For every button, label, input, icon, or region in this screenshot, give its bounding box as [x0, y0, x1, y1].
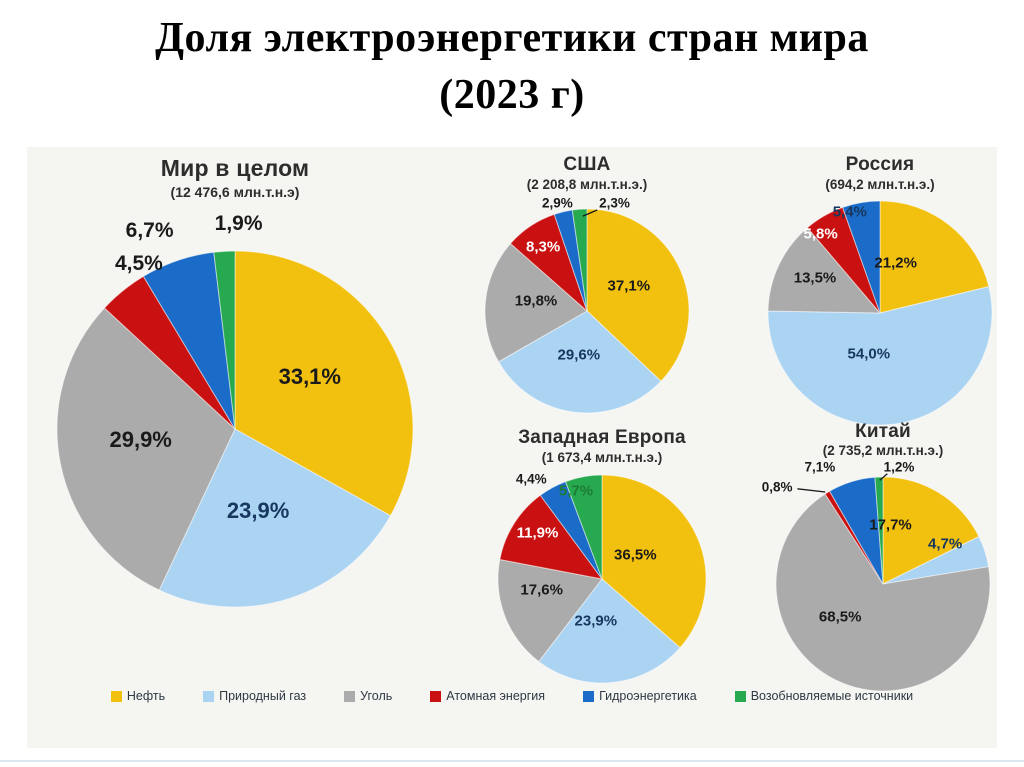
pie-china-slice-coal [775, 493, 991, 692]
slide-title-line2: (2023 г) [439, 72, 585, 118]
label-world-nuclear: 4,5% [114, 251, 163, 275]
label-usa-nuclear: 8,3% [525, 238, 561, 256]
label-world-gas: 23,9% [226, 497, 290, 523]
legend-item-nuclear: Атомная энергия [430, 689, 545, 703]
label-world-renewables: 1,9% [214, 212, 263, 236]
pie-usa-slice-renewables [571, 208, 588, 312]
bottom-divider-line [0, 760, 1024, 762]
pie-world-slice-coal [56, 307, 236, 591]
pie-usa-subtitle: (2 208,8 млн.т.н.э.) [526, 177, 648, 192]
label-europe-renewables: 5,7% [558, 482, 594, 500]
leader-line-china-renewables [879, 473, 888, 481]
slide-title-line1: Доля электроэнергетики стран мира [155, 15, 869, 61]
pie-usa-slice-gas [498, 310, 662, 414]
pie-labels-layer: Мир в целом (12 476,6 млн.т.н.э) 33,1% 23,9… [27, 147, 997, 748]
legend-label-oil: Нефть [126, 689, 166, 703]
pie-world-subtitle: (12 476,6 млн.т.н.э) [170, 184, 300, 200]
label-usa-renewables: 2,3% [599, 195, 630, 211]
legend-label-hydro: Гидроэнергетика [599, 689, 697, 703]
label-usa-hydro: 2,9% [542, 195, 573, 211]
pie-china-slice-oil [882, 476, 980, 585]
legend-item-coal: Уголь [344, 689, 392, 703]
legend: Нефть Природный газ Уголь Атомная энергия Ги… [27, 689, 997, 703]
label-world-oil: 33,1% [278, 364, 341, 390]
legend-swatch-gas [203, 690, 215, 702]
pie-europe-slice-oil [601, 474, 707, 649]
legend-swatch-coal [344, 690, 356, 702]
pie-europe-subtitle: (1 673,4 млн.т.н.э.) [541, 450, 663, 465]
pie-usa-slice-oil [586, 208, 690, 382]
legend-item-gas: Природный газ [203, 689, 306, 703]
pie-europe-slice-renewables [565, 474, 603, 580]
label-europe-coal: 17,6% [520, 581, 563, 599]
pie-russia-subtitle: (694,2 млн.т.н.э.) [825, 177, 935, 192]
pie-world-title: Мир в целом [160, 155, 310, 181]
label-russia-hydro: 5,4% [832, 203, 867, 221]
label-europe-nuclear: 11,9% [516, 524, 559, 542]
label-world-hydro: 6,7% [125, 219, 174, 243]
legend-item-renewables: Возобновляемые источники [734, 689, 914, 703]
pie-russia-title: Россия [845, 154, 915, 175]
pie-usa-title: США [563, 154, 611, 175]
label-europe-hydro: 4,4% [515, 471, 547, 487]
label-world-coal: 29,9% [109, 426, 172, 452]
label-russia-coal: 13,5% [793, 269, 837, 287]
pie-world-slice-gas [158, 428, 391, 608]
legend-swatch-hydro [583, 690, 595, 702]
leader-line-china-nuclear [797, 488, 826, 493]
slide-title: Доля электроэнергетики стран мира (2023 … [0, 10, 1024, 124]
label-china-nuclear: 0,8% [761, 479, 793, 495]
pie-europe-title: Западная Европа [518, 427, 686, 448]
label-europe-gas: 23,9% [574, 612, 618, 630]
label-russia-gas: 54,0% [847, 345, 891, 363]
label-usa-coal: 19,8% [514, 292, 558, 310]
label-europe-oil: 36,5% [614, 546, 657, 564]
pie-russia-slice-coal [767, 227, 881, 314]
pie-russia-slice-oil [879, 200, 990, 314]
label-usa-oil: 37,1% [607, 277, 651, 294]
pie-europe-slice-coal [497, 559, 603, 663]
pie-russia-slice-gas [767, 286, 993, 426]
pie-europe-slice-gas [538, 578, 681, 684]
label-russia-nuclear: 5,8% [803, 225, 838, 242]
legend-label-coal: Уголь [360, 689, 393, 703]
label-china-hydro: 7,1% [804, 459, 836, 475]
legend-swatch-oil [110, 690, 122, 702]
label-usa-gas: 29,6% [557, 346, 601, 364]
label-china-coal: 68,5% [818, 608, 862, 626]
legend-label-gas: Природный газ [219, 689, 307, 703]
charts-panel: Мир в целом (12 476,6 млн.т.н.э) 33,1% 23,9… [27, 147, 997, 748]
pie-world-slice-renewables [213, 250, 236, 430]
legend-swatch-renewables [734, 690, 746, 702]
label-china-renewables: 1,2% [883, 459, 915, 475]
legend-swatch-nuclear [430, 690, 442, 702]
pie-russia-slice-hydro [842, 200, 881, 314]
legend-label-nuclear: Атомная энергия [446, 689, 546, 703]
pie-europe-slice-nuclear [499, 494, 603, 580]
pie-world-slice-oil [234, 250, 414, 517]
pie-china-title: Китай [855, 421, 911, 442]
pie-charts-canvas [56, 200, 993, 692]
pie-usa-slice-coal [484, 243, 588, 363]
pie-china-subtitle: (2 735,2 млн.т.н.э.) [822, 443, 944, 458]
legend-item-oil: Нефть [110, 689, 166, 703]
label-russia-oil: 21,2% [874, 254, 917, 272]
legend-item-hydro: Гидроэнергетика [583, 689, 697, 703]
label-china-oil: 17,7% [869, 516, 912, 534]
label-china-gas: 4,7% [927, 535, 963, 553]
leader-line-usa-renewables [582, 209, 598, 217]
legend-label-renewables: Возобновляемые источники [750, 689, 914, 703]
